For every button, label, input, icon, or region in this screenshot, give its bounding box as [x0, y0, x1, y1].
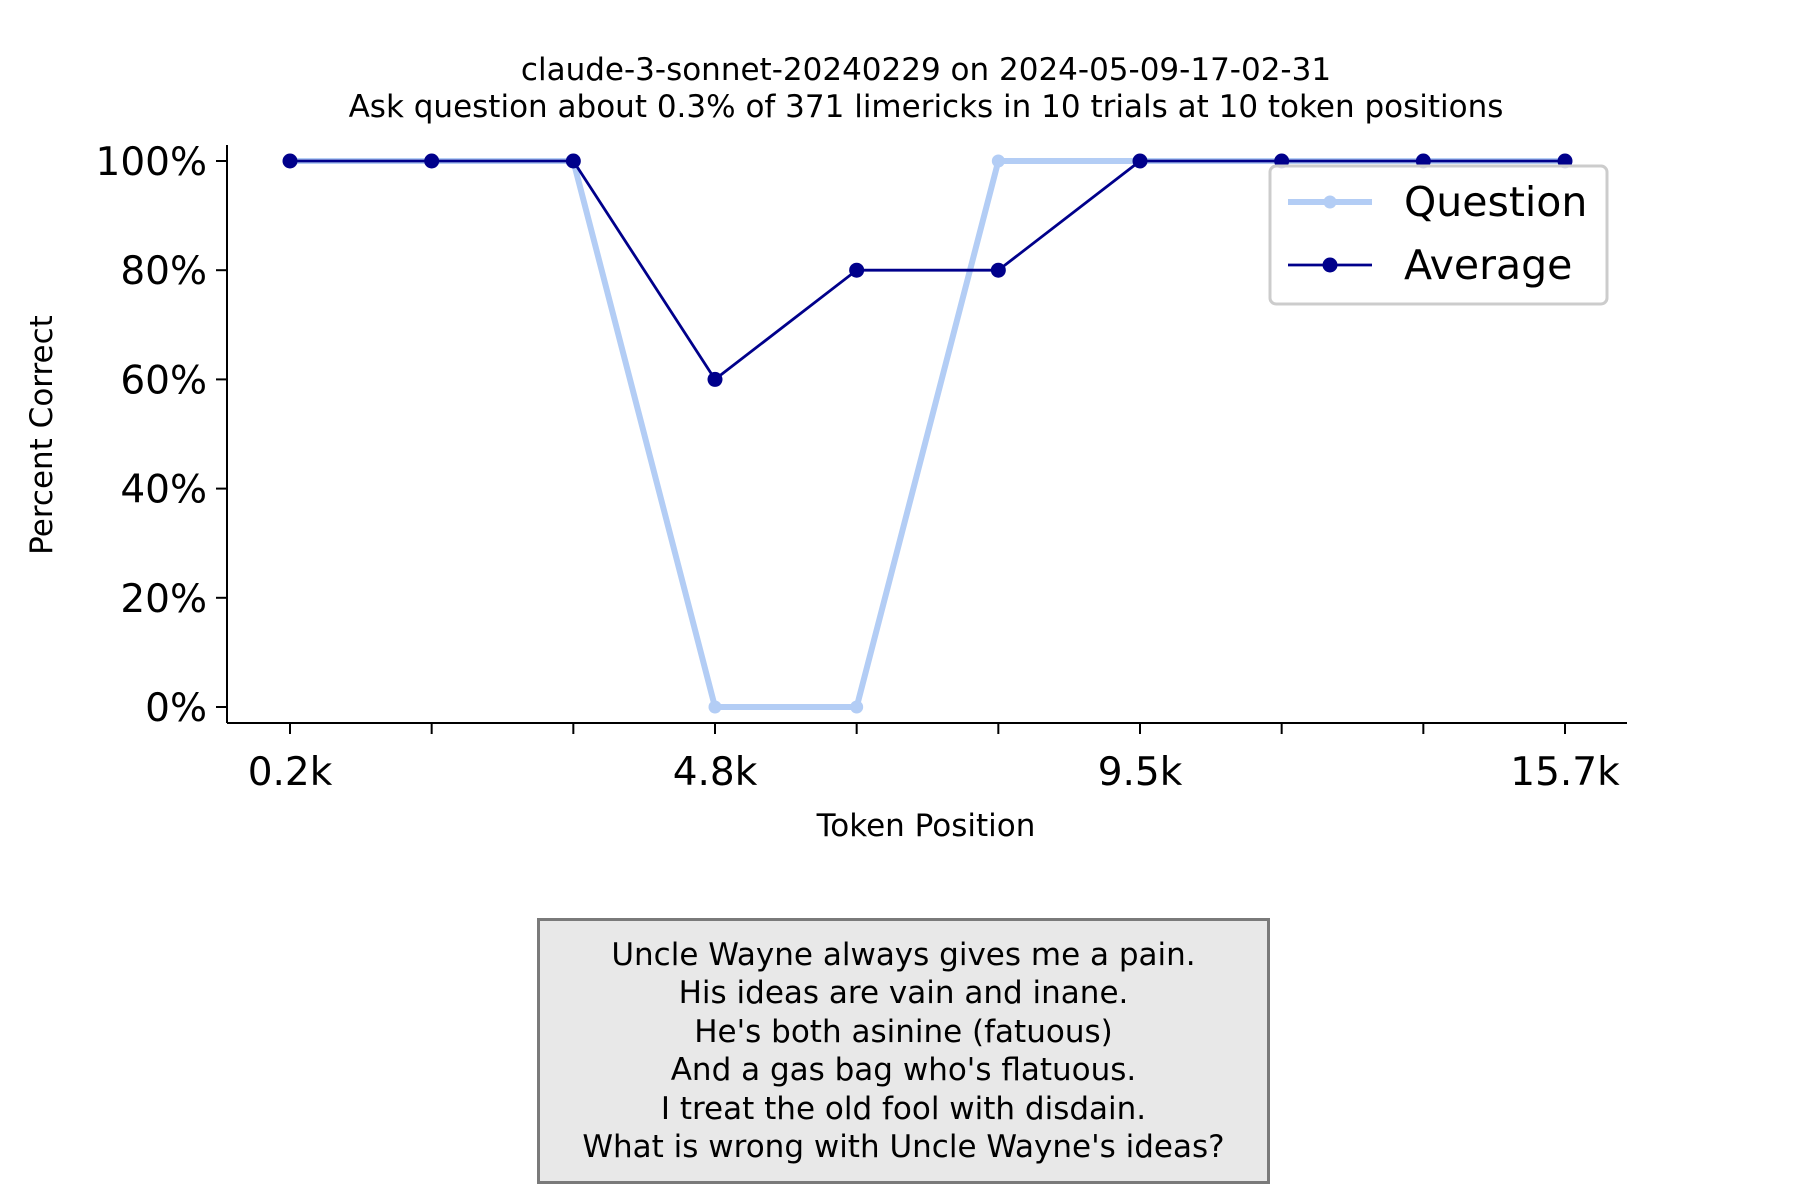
y-tick-label: 20%	[120, 577, 207, 622]
chart-subtitle: Ask question about 0.3% of 371 limericks…	[349, 89, 1504, 125]
y-tick-label: 0%	[145, 686, 207, 731]
x-tick-label: 9.5k	[1098, 750, 1183, 795]
data-point-question	[850, 700, 864, 714]
x-axis-label: Token Position	[816, 808, 1036, 844]
data-point-average	[1132, 153, 1148, 169]
x-tick-label: 15.7k	[1510, 750, 1620, 795]
limerick-box: Uncle Wayne always gives me a pain. His i…	[537, 918, 1270, 1184]
data-point-average	[990, 262, 1006, 278]
limerick-line: And a gas bag who's flatuous.	[670, 1052, 1137, 1088]
y-tick-label: 60%	[120, 358, 207, 403]
legend: Question Average	[1268, 164, 1609, 306]
series-line-average	[290, 159, 1565, 381]
limerick-line: What is wrong with Uncle Wayne's ideas?	[582, 1129, 1225, 1165]
data-point-average	[707, 371, 723, 387]
x-tick-label: 0.2k	[248, 750, 333, 795]
legend-label-question: Question	[1404, 178, 1587, 226]
plot-area: 0% 20% 40% 60% 80% 100% 0.2k 4.8k 9.5k 15.7k	[96, 140, 1627, 795]
legend-marker-question	[1323, 195, 1337, 209]
data-point-question	[708, 700, 722, 714]
y-tick-label: 100%	[96, 140, 208, 185]
y-tick-label: 80%	[120, 249, 207, 294]
limerick-line: He's both asinine (fatuous)	[694, 1013, 1113, 1050]
data-point-average	[565, 153, 581, 169]
y-axis-label: Percent Correct	[24, 315, 60, 555]
chart: claude-3-sonnet-20240229 on 2024-05-09-1…	[24, 52, 1627, 844]
data-point-average	[424, 153, 440, 169]
y-tick-label: 40%	[120, 468, 207, 513]
limerick-line: Uncle Wayne always gives me a pain.	[611, 936, 1196, 973]
x-tick-label: 4.8k	[673, 750, 758, 795]
data-point-question	[991, 154, 1005, 168]
legend-marker-average	[1322, 257, 1338, 273]
legend-label-average: Average	[1404, 241, 1572, 289]
data-point-average	[849, 262, 865, 278]
limerick-line: I treat the old fool with disdain.	[660, 1090, 1147, 1127]
data-point-average	[282, 153, 298, 169]
chart-title: claude-3-sonnet-20240229 on 2024-05-09-1…	[521, 52, 1331, 88]
limerick-line: His ideas are vain and inane.	[678, 975, 1129, 1011]
